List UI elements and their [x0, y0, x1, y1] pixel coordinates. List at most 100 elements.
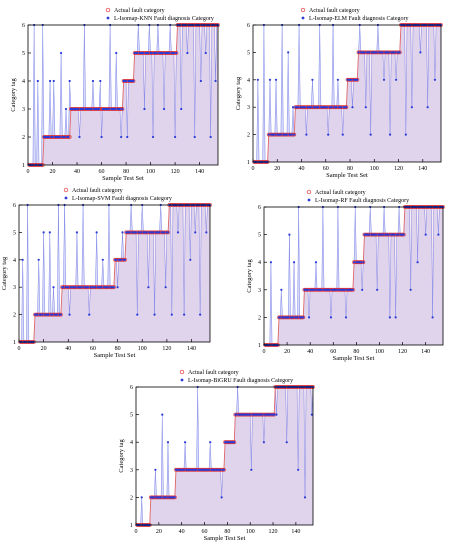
- predicted-point: [162, 107, 166, 111]
- predicted-point: [100, 286, 103, 289]
- predicted-point: [47, 135, 50, 139]
- x-tick-label: 40: [179, 529, 185, 535]
- legend-actual-marker: [105, 7, 111, 13]
- predicted-point: [56, 313, 59, 316]
- y-tick-label: 2: [22, 135, 25, 141]
- x-axis-label: Sample Test Set: [102, 175, 144, 182]
- predicted-point: [82, 107, 85, 111]
- predicted-point: [90, 107, 93, 111]
- predicted-point: [112, 286, 115, 289]
- predicted-point: [67, 286, 70, 289]
- predicted-point: [161, 413, 164, 416]
- y-tick-label: 5: [247, 50, 250, 56]
- legend-predicted-marker: [180, 378, 184, 382]
- predicted-point: [134, 231, 138, 234]
- predicted-point: [350, 78, 353, 81]
- actual-fill-area: [29, 25, 219, 165]
- plot-frame: [135, 386, 314, 526]
- predicted-point: [167, 51, 171, 55]
- y-tick-label: 1: [22, 163, 25, 169]
- predicted-point: [47, 313, 50, 316]
- predicted-point: [199, 313, 202, 316]
- predicted-point: [262, 441, 265, 444]
- legend-actual-marker: [63, 187, 69, 193]
- y-tick-label: 3: [258, 288, 261, 294]
- predicted-point: [132, 79, 135, 83]
- legend-actual-marker: [306, 189, 312, 195]
- y-tick-label: 1: [247, 160, 250, 166]
- predicted-point: [314, 261, 318, 264]
- predicted-point: [296, 106, 299, 109]
- predicted-point: [220, 496, 223, 499]
- x-tick-label: 120: [394, 166, 403, 172]
- y-tick-label: 6: [130, 385, 133, 391]
- predicted-point: [291, 316, 294, 319]
- legend-actual-label: Actual fault category: [315, 189, 366, 196]
- y-tick-label: 2: [130, 495, 133, 501]
- predicted-point: [296, 316, 299, 319]
- predicted-point: [120, 135, 123, 139]
- predicted-point: [101, 258, 104, 261]
- predicted-point: [376, 288, 379, 291]
- y-tick-label: 5: [130, 413, 133, 419]
- x-tick-label: 0: [27, 169, 30, 175]
- y-tick-label: 1: [258, 343, 261, 349]
- predicted-point: [209, 441, 212, 444]
- predicted-point: [204, 51, 207, 55]
- y-axis-label: Category tag: [10, 78, 17, 112]
- predicted-point: [59, 51, 63, 55]
- predicted-point: [147, 286, 150, 289]
- legend-actual-label: Actual fault category: [114, 7, 165, 14]
- predicted-point: [387, 51, 390, 54]
- plot-frame: [263, 206, 444, 346]
- chart-panel-4: 0 20 40 60 80 100 120 140 1 2 3 4 5 6 Sample Test Set C…: [246, 189, 445, 362]
- predicted-point: [189, 258, 192, 261]
- x-tick-label: 0: [18, 346, 21, 352]
- predicted-point: [113, 107, 117, 111]
- predicted-point: [287, 316, 290, 319]
- predicted-point: [48, 231, 51, 234]
- predicted-point: [86, 286, 90, 289]
- predicted-point: [128, 231, 132, 234]
- x-tick-label: 20: [41, 346, 47, 352]
- predicted-point: [310, 106, 313, 109]
- predicted-point: [359, 261, 363, 264]
- predicted-point: [153, 496, 156, 499]
- predicted-point: [268, 78, 272, 81]
- predicted-point: [336, 78, 340, 81]
- x-tick-label: 100: [138, 346, 147, 352]
- plot-frame: [252, 24, 442, 163]
- predicted-point: [121, 107, 124, 111]
- predicted-point: [395, 78, 398, 81]
- predicted-point: [172, 51, 175, 55]
- predicted-point: [303, 496, 307, 499]
- predicted-point: [209, 135, 212, 139]
- predicted-point: [107, 107, 111, 111]
- legend-predicted-marker: [106, 16, 110, 20]
- predicted-point: [147, 51, 150, 55]
- y-tick-label: 3: [22, 107, 25, 113]
- predicted-point: [279, 133, 282, 136]
- x-tick-label: 140: [195, 169, 204, 175]
- x-tick-label: 100: [375, 349, 384, 355]
- legend-predicted-label: L-Isomap-BiGRU Fault diagnosis Category: [188, 378, 293, 384]
- predicted-point: [151, 135, 155, 139]
- predicted-point: [297, 468, 300, 471]
- predicted-point: [143, 107, 146, 111]
- predicted-point: [173, 496, 176, 499]
- predicted-point: [235, 413, 238, 416]
- predicted-point: [140, 496, 143, 499]
- prediction-fill-area: [29, 25, 219, 165]
- predicted-point: [153, 313, 156, 316]
- x-axis-label: Sample Test Set: [94, 352, 136, 359]
- predicted-point: [307, 316, 311, 319]
- predicted-point: [402, 233, 405, 236]
- predicted-point: [363, 51, 366, 54]
- predicted-point: [63, 135, 66, 139]
- predicted-point: [382, 78, 386, 81]
- predicted-point: [80, 286, 83, 289]
- predicted-point: [256, 78, 259, 81]
- y-tick-label: 2: [13, 313, 16, 319]
- predicted-point: [364, 106, 367, 109]
